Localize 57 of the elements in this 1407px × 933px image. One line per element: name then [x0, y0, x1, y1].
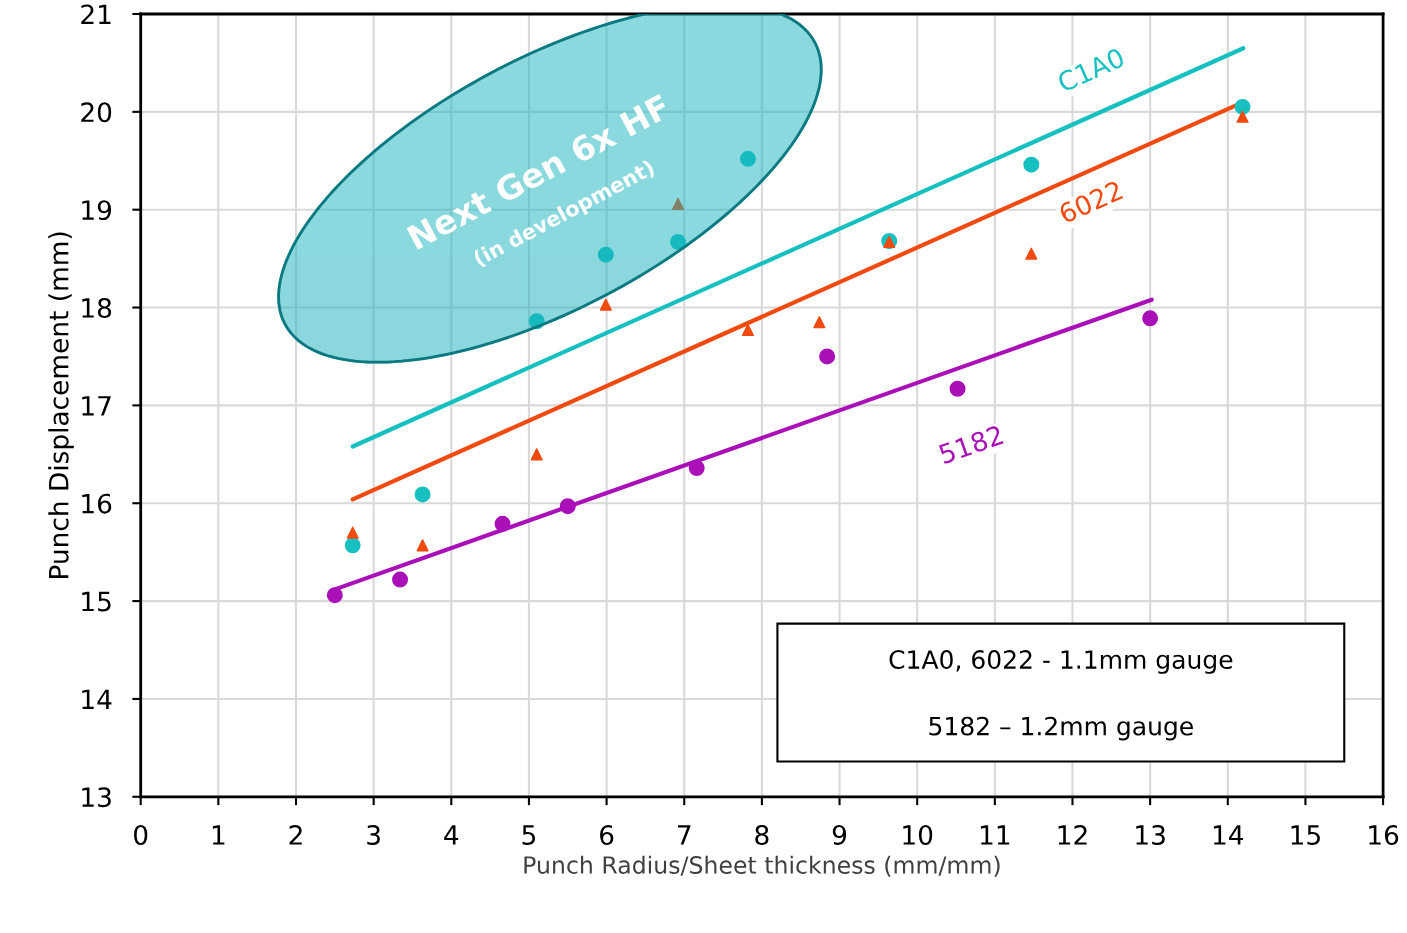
point: [559, 498, 576, 515]
point: [819, 348, 836, 365]
point: [949, 380, 966, 397]
point: [739, 150, 756, 167]
point: [1023, 156, 1040, 173]
y-tick-label: 13: [82, 787, 111, 808]
x-tick-label: 9: [832, 825, 847, 845]
x-tick-label: 6: [600, 825, 614, 845]
x-tick-label: 5: [522, 825, 536, 845]
x-tick-label: 0: [134, 825, 148, 845]
text: 5182: [938, 424, 1004, 465]
point: [344, 537, 361, 554]
y-axis-title: Punch Displacement (mm): [48, 232, 74, 578]
point: [1234, 98, 1251, 115]
x-axis-title: Punch Radius/Sheet thickness (mm/mm): [524, 855, 1000, 877]
x-tick-label: 14: [1213, 825, 1244, 845]
y-tick-label: 17: [82, 396, 111, 416]
point: [494, 515, 511, 532]
point: [670, 234, 687, 250]
point: [414, 486, 431, 503]
point: [1142, 310, 1159, 327]
point: [530, 448, 543, 461]
point: [597, 246, 614, 263]
annotation: 5182 – 1.2mm gauge: [929, 716, 1193, 741]
point: [599, 298, 612, 311]
x-tick-label: 7: [678, 825, 691, 845]
point: [1025, 247, 1038, 260]
y-tick-label: 15: [82, 591, 111, 612]
point: [1236, 110, 1249, 123]
point: [346, 526, 359, 539]
x-tick-label: 11: [980, 825, 1010, 845]
text: C1A0: [1056, 47, 1126, 93]
point: [741, 323, 754, 337]
y-tick-label: 21: [81, 4, 111, 25]
point: [688, 460, 705, 476]
x-tick-label: 4: [444, 825, 459, 845]
x-tick-label: 16: [1369, 825, 1399, 845]
point: [671, 197, 685, 210]
annotation: C1A0, 6022 - 1.1mm gauge: [889, 650, 1233, 674]
point: [813, 316, 826, 329]
x-tick-label: 3: [367, 825, 380, 845]
x-tick-label: 13: [1136, 825, 1165, 845]
point: [326, 587, 343, 604]
x-tick-label: 1: [212, 825, 225, 845]
y-tick-label: 16: [82, 493, 112, 514]
x-tick-label: 12: [1058, 825, 1087, 845]
y-tick-label: 14: [82, 689, 112, 709]
y-tick-label: 19: [82, 200, 112, 221]
y-tick-label: 20: [81, 102, 112, 123]
point: [416, 539, 429, 552]
point: [392, 571, 409, 588]
x-tick-label: 2: [289, 825, 302, 845]
x-tick-label: 10: [903, 825, 933, 845]
text: 6022: [1057, 180, 1124, 224]
y-tick-label: 18: [82, 297, 112, 318]
x-tick-label: 8: [755, 825, 769, 845]
x-tick-label: 15: [1291, 825, 1320, 845]
